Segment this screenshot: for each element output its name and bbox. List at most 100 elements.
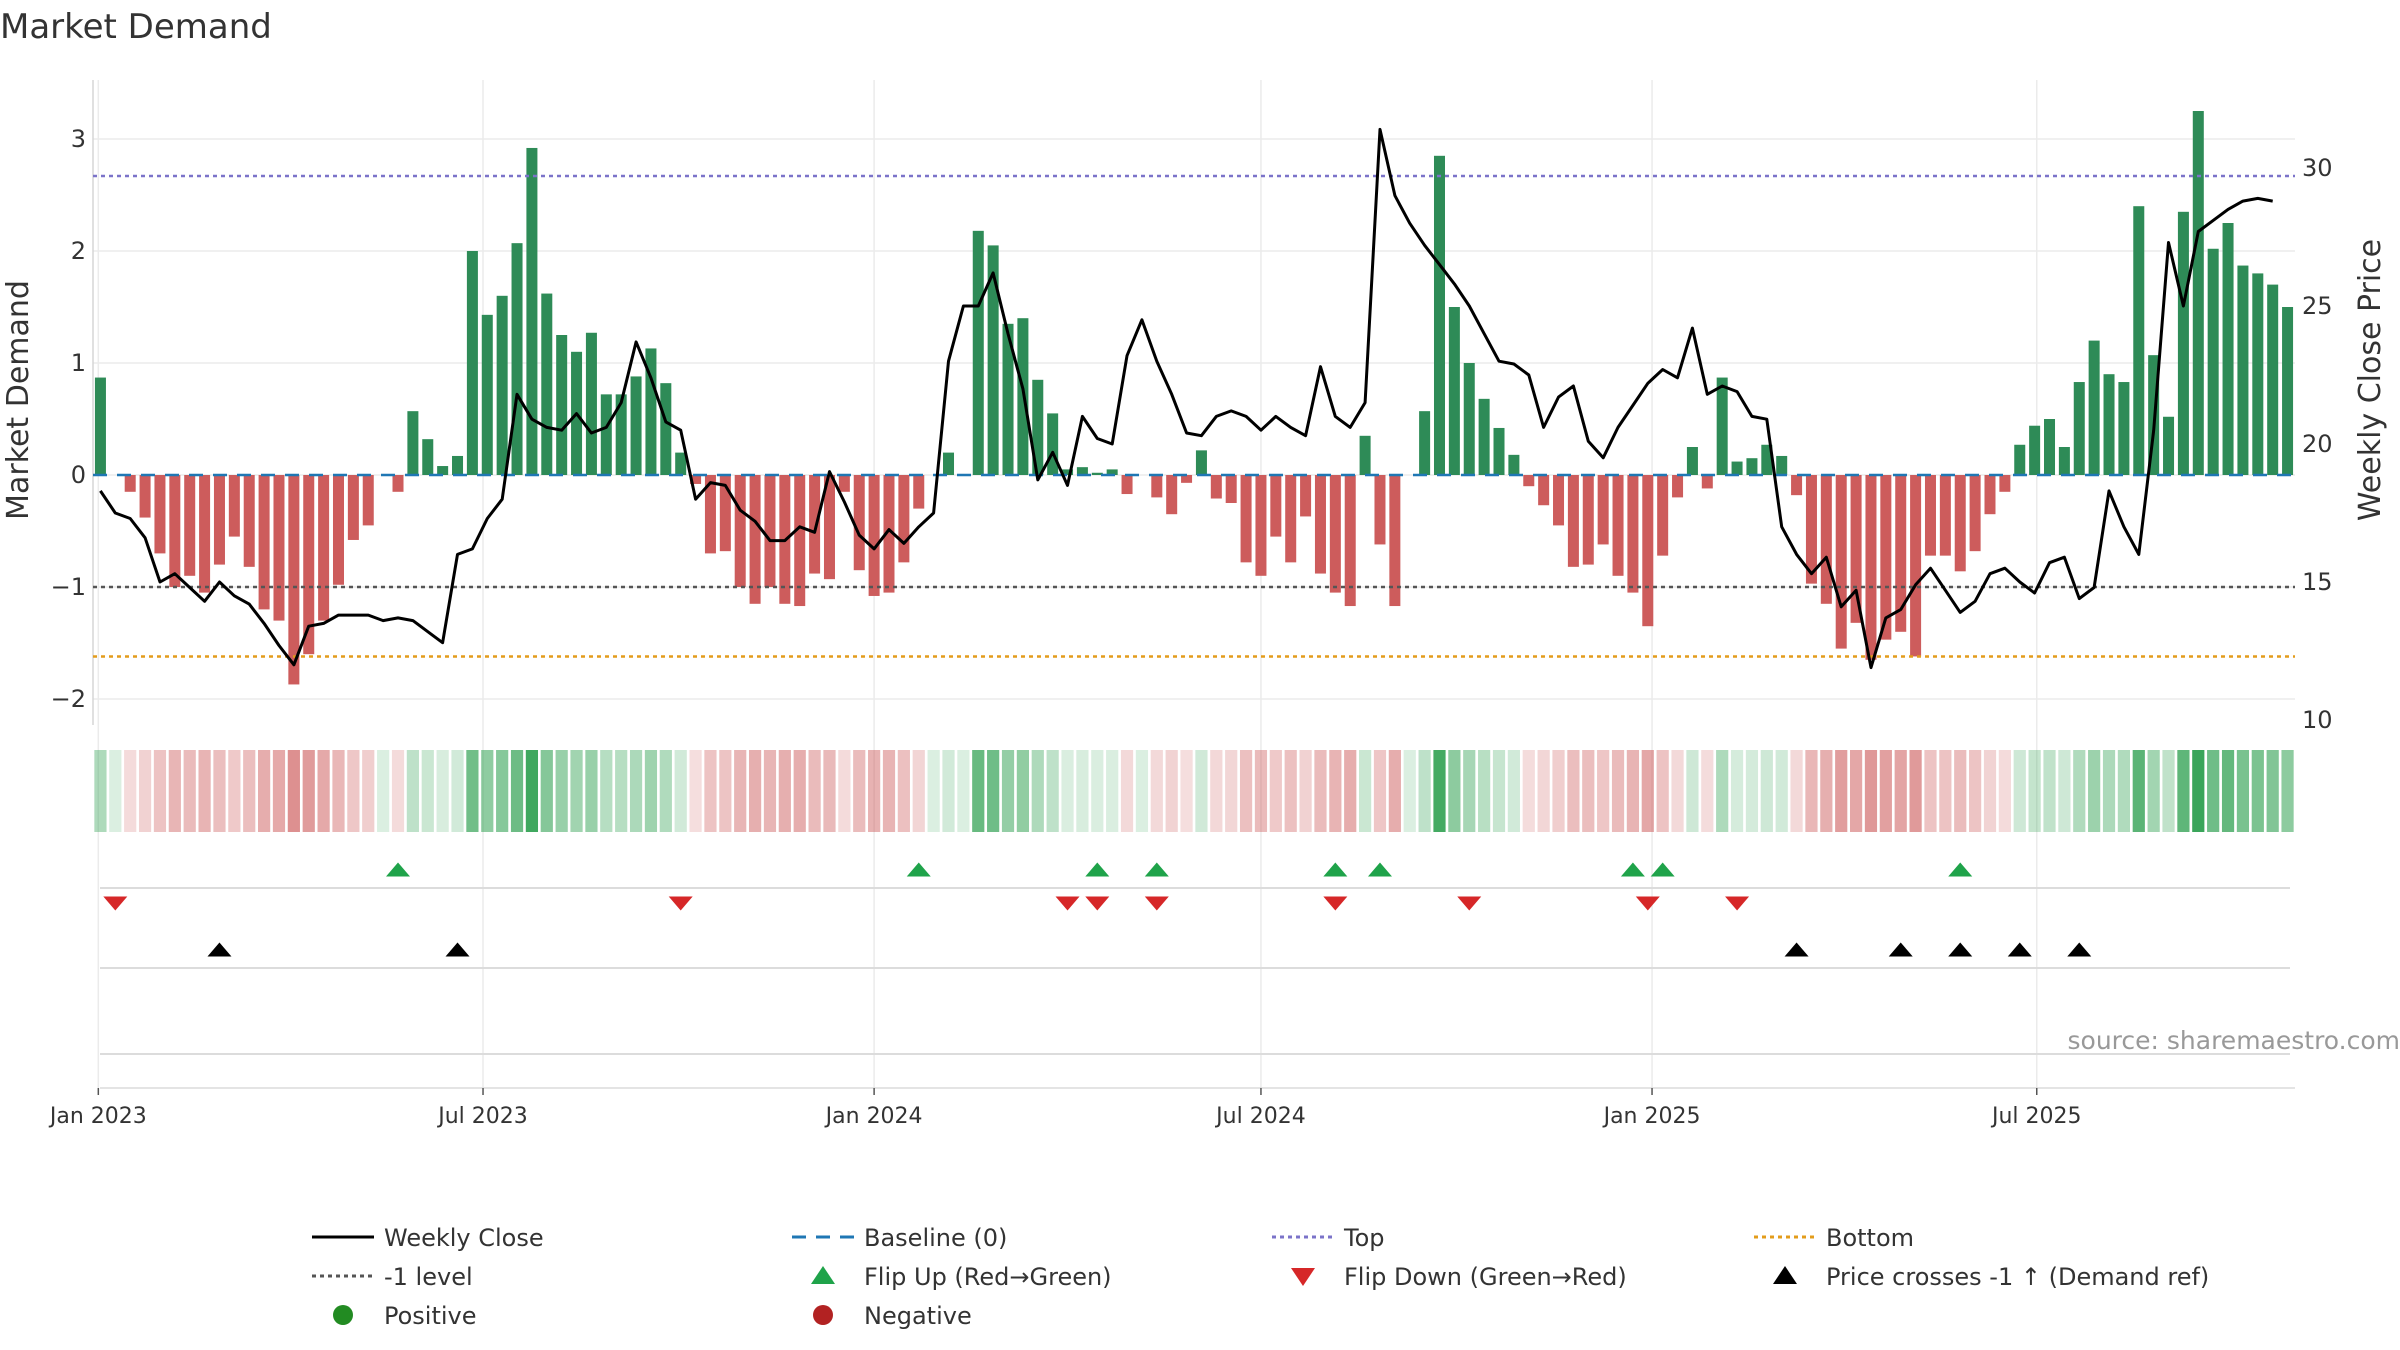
demand-bar bbox=[675, 452, 687, 475]
legend-item: Top bbox=[1272, 1224, 1385, 1252]
flip-up-marker bbox=[1144, 862, 1169, 877]
strip-cell bbox=[1388, 750, 1401, 832]
strip-cell bbox=[689, 750, 702, 832]
strip-cell bbox=[1418, 750, 1431, 832]
demand-bar bbox=[1002, 323, 1014, 475]
strip-cell bbox=[525, 750, 539, 832]
legend-circle-swatch bbox=[813, 1305, 833, 1325]
demand-bar bbox=[1820, 475, 1832, 604]
demand-bar bbox=[213, 475, 225, 565]
strip-cell bbox=[957, 750, 970, 832]
demand-bar bbox=[1865, 475, 1877, 660]
strip-cell bbox=[1150, 750, 1163, 832]
strip-cell bbox=[2117, 750, 2130, 832]
demand-bar bbox=[1091, 472, 1103, 475]
demand-bar bbox=[764, 475, 776, 587]
strip-cell bbox=[615, 750, 628, 832]
flip-up-marker bbox=[386, 862, 411, 877]
demand-bar bbox=[1627, 475, 1639, 593]
strip-cell bbox=[1403, 750, 1416, 832]
strip-cell bbox=[228, 750, 241, 832]
legend-label: Top bbox=[1343, 1224, 1385, 1252]
strip-cell bbox=[942, 750, 955, 832]
legend-item: Price crosses -1 ↑ (Demand ref) bbox=[1773, 1263, 2209, 1291]
demand-bar bbox=[466, 251, 478, 475]
strip-cell bbox=[1061, 750, 1074, 832]
demand-bar bbox=[556, 335, 568, 475]
demand-bar bbox=[660, 383, 672, 475]
signal-panels bbox=[100, 862, 2295, 1089]
strip-cell bbox=[2013, 750, 2026, 832]
demand-bar bbox=[1567, 475, 1579, 567]
demand-bar bbox=[2044, 419, 2056, 475]
strip-cell bbox=[391, 750, 405, 832]
strip-cell bbox=[1284, 750, 1297, 832]
demand-bar bbox=[1746, 458, 1758, 475]
strip-cell bbox=[1909, 750, 1922, 832]
demand-bar bbox=[853, 475, 865, 571]
legend: Weekly Close Baseline (0) Top Bottom -1 leve… bbox=[312, 1224, 2209, 1330]
demand-bar bbox=[1062, 469, 1074, 475]
strip-cell bbox=[1582, 750, 1595, 832]
strip-cell bbox=[2177, 750, 2190, 832]
demand-bar bbox=[1433, 155, 1445, 476]
demand-bar bbox=[481, 314, 493, 475]
demand-bar bbox=[1032, 379, 1044, 475]
demand-bar bbox=[1791, 475, 1803, 496]
strip-cell bbox=[153, 750, 167, 832]
demand-bar bbox=[303, 475, 315, 655]
x-tick-label: Jul 2025 bbox=[1990, 1104, 2082, 1129]
strip-cell bbox=[1716, 750, 1729, 832]
demand-bar bbox=[318, 475, 330, 621]
strip-cell bbox=[510, 750, 524, 832]
strip-cell bbox=[1314, 750, 1327, 832]
strip-cell bbox=[1239, 750, 1253, 832]
flip-down-marker bbox=[1144, 896, 1169, 911]
strip-cell bbox=[763, 750, 777, 832]
y2-tick-label: 25 bbox=[2302, 292, 2333, 320]
demand-bar bbox=[1463, 363, 1475, 475]
demand-bar bbox=[2133, 206, 2145, 475]
strip-cell bbox=[1448, 750, 1461, 832]
demand-bar bbox=[1195, 450, 1207, 475]
strip-cell bbox=[1463, 750, 1476, 832]
strip-cell bbox=[1924, 750, 1937, 832]
y2-tick-label: 15 bbox=[2302, 568, 2333, 596]
demand-bar bbox=[585, 332, 597, 475]
strip-cell bbox=[436, 750, 449, 832]
legend-triangle-up-swatch bbox=[811, 1266, 835, 1284]
strip-cell bbox=[272, 750, 286, 832]
demand-bar bbox=[228, 475, 240, 537]
legend-label: -1 level bbox=[384, 1263, 473, 1291]
flip-down-marker bbox=[103, 896, 128, 911]
demand-bar bbox=[1166, 475, 1178, 515]
y-tick-label: 1 bbox=[71, 349, 86, 377]
flip-up-marker bbox=[906, 862, 931, 877]
demand-bar bbox=[2252, 273, 2264, 475]
demand-bar bbox=[913, 475, 925, 509]
strip-cell bbox=[1091, 750, 1104, 832]
strip-cell bbox=[138, 750, 152, 832]
price-cross-marker bbox=[1784, 942, 1809, 957]
x-tick-label: Jan 2023 bbox=[48, 1104, 147, 1129]
demand-bar bbox=[2282, 307, 2294, 475]
strip-cell bbox=[1820, 750, 1833, 832]
price-cross-marker bbox=[2007, 942, 2032, 957]
demand-bar bbox=[1329, 475, 1341, 593]
flip-down-marker bbox=[1457, 896, 1482, 911]
demand-bar bbox=[2073, 382, 2085, 475]
strip-cell bbox=[1760, 750, 1773, 832]
price-cross-marker bbox=[1888, 942, 1913, 957]
demand-bar bbox=[2029, 425, 2041, 475]
demand-bar bbox=[2222, 223, 2234, 475]
strip-cell bbox=[302, 750, 315, 832]
y-tick-label: 3 bbox=[71, 125, 86, 153]
strip-cell bbox=[2132, 750, 2145, 832]
strip-cell bbox=[1939, 750, 1952, 832]
demand-bar bbox=[2192, 111, 2204, 475]
legend-item: Flip Up (Red→Green) bbox=[811, 1263, 1112, 1291]
demand-bar bbox=[2118, 382, 2130, 475]
demand-bar bbox=[1553, 475, 1565, 526]
demand-bar bbox=[794, 475, 806, 607]
demand-bar bbox=[258, 475, 270, 610]
